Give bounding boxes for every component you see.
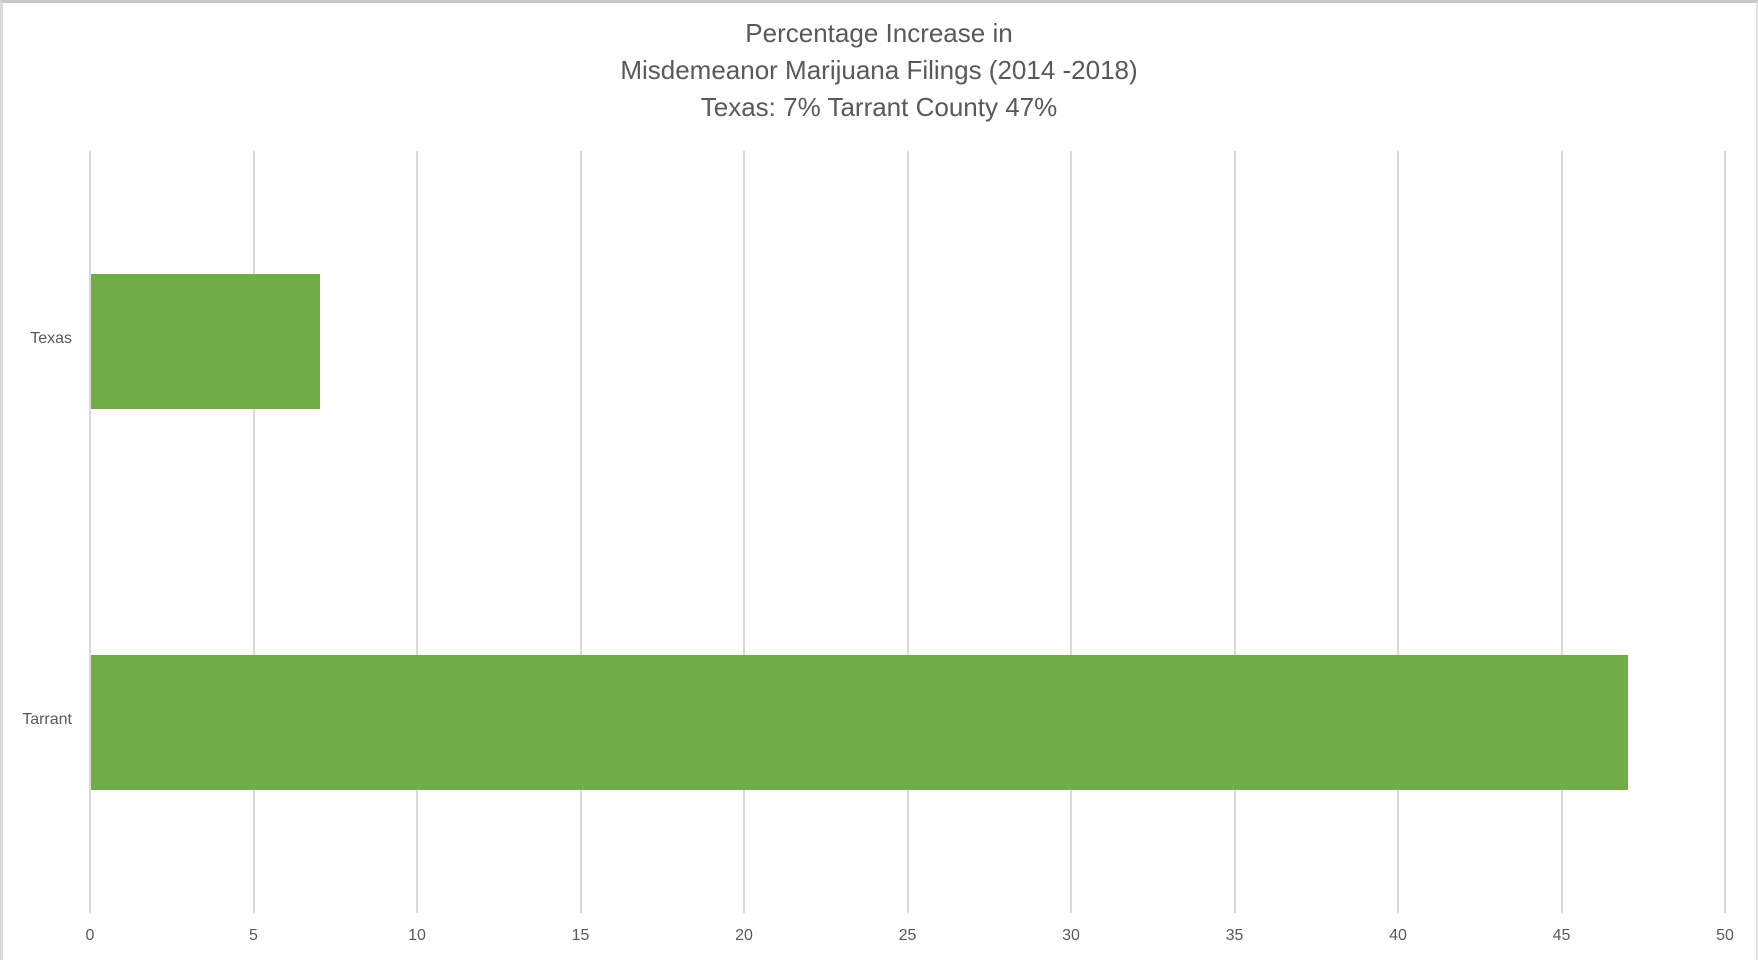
bar-tarrant xyxy=(91,655,1628,790)
x-tick-40: 40 xyxy=(1389,927,1407,944)
x-tick-50: 50 xyxy=(1716,927,1734,944)
x-tick-10: 10 xyxy=(408,927,426,944)
x-tick-20: 20 xyxy=(735,927,753,944)
chart-title-line-2: Misdemeanor Marijuana Filings (2014 -201… xyxy=(620,55,1138,85)
x-tick-25: 25 xyxy=(898,927,917,944)
gridline-15 xyxy=(579,151,582,913)
gridline-35 xyxy=(1233,151,1236,913)
gridline-30 xyxy=(1070,151,1072,913)
chart-title-line-3: Texas: 7% Tarrant County 47% xyxy=(700,92,1058,122)
x-tick-35: 35 xyxy=(1225,927,1244,944)
gridline-5 xyxy=(252,151,255,913)
bar-texas xyxy=(91,274,320,409)
gridline-10 xyxy=(416,151,418,913)
gridline-25 xyxy=(906,151,909,913)
y-label-texas: Texas xyxy=(30,330,72,347)
gridline-50 xyxy=(1724,151,1726,913)
gridline-0 xyxy=(89,151,91,913)
chart-title-line-1: Percentage Increase in xyxy=(745,18,1013,48)
x-tick-30: 30 xyxy=(1062,927,1080,944)
x-tick-45: 45 xyxy=(1552,927,1571,944)
x-tick-0: 0 xyxy=(85,927,95,944)
y-label-tarrant: Tarrant xyxy=(22,711,72,728)
plot-area xyxy=(89,151,1726,913)
x-tick-15: 15 xyxy=(571,927,590,944)
gridline-40 xyxy=(1397,151,1399,913)
gridline-45 xyxy=(1560,151,1563,913)
gridline-20 xyxy=(743,151,745,913)
x-tick-5: 5 xyxy=(249,927,258,944)
